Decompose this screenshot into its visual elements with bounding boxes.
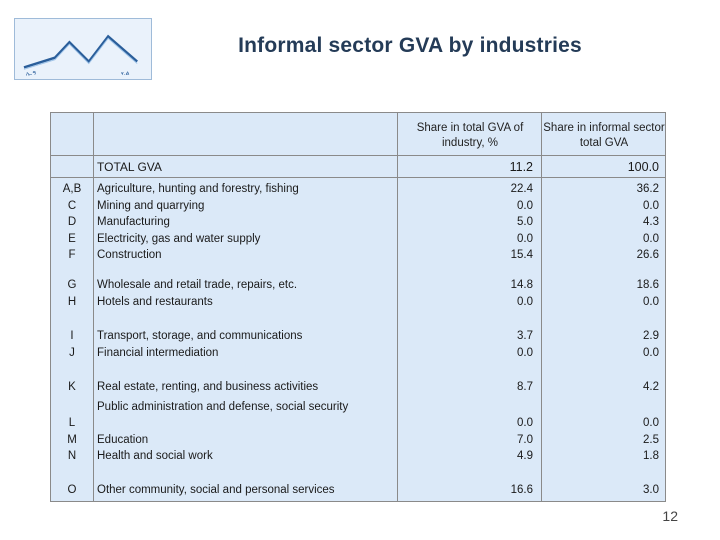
- header-share-industry: Share in total GVA of industry, %: [416, 122, 524, 149]
- industry-code: H: [67, 295, 77, 308]
- share-informal-value: 2.5: [643, 433, 659, 446]
- share-industry-value: 0.0: [517, 232, 533, 245]
- share-industry-value: 0.0: [517, 295, 533, 308]
- column-divider: [541, 113, 542, 501]
- industry-code: F: [68, 249, 76, 261]
- logo-left-text: ኢ.ዓ: [26, 71, 37, 77]
- share-industry-value: 7.0: [517, 433, 533, 446]
- share-informal-value: 4.3: [643, 216, 659, 228]
- industry-code: M: [67, 433, 77, 446]
- industry-label: Construction: [97, 249, 162, 261]
- industry-code: L: [68, 417, 76, 429]
- industry-label: Electricity, gas and water supply: [97, 232, 261, 245]
- share-informal-value: 3.0: [643, 484, 659, 496]
- industry-code: E: [68, 232, 76, 245]
- share-industry-value: 4.9: [517, 450, 533, 462]
- industry-code: J: [69, 346, 75, 359]
- logo-graphic: ኢ.ዓ ና.ል: [23, 34, 138, 77]
- industry-code: K: [68, 381, 76, 393]
- share-informal-value: 2.9: [643, 330, 659, 342]
- total-share-informal: 100.0: [627, 160, 659, 174]
- share-informal-value: 0.0: [643, 346, 659, 359]
- share-informal-value: 4.2: [643, 381, 659, 393]
- industry-code: D: [67, 216, 77, 228]
- share-informal-value: 0.0: [643, 417, 659, 429]
- share-informal-value: 0.0: [643, 199, 659, 212]
- industry-code: I: [70, 330, 74, 342]
- share-informal-value: 1.8: [643, 450, 659, 462]
- share-informal-value: 18.6: [636, 279, 659, 291]
- share-industry-value: 0.0: [517, 199, 533, 212]
- industry-label: Hotels and restaurants: [97, 295, 213, 308]
- industry-label: Agriculture, hunting and forestry, fishi…: [97, 183, 299, 195]
- share-industry-value: 16.6: [510, 484, 533, 496]
- share-informal-value: 26.6: [636, 249, 659, 261]
- total-label: TOTAL GVA: [97, 160, 162, 174]
- industry-label: Financial intermediation: [97, 346, 219, 359]
- logo: ኢ.ዓ ና.ል: [14, 18, 152, 80]
- industry-code: G: [67, 279, 77, 291]
- logo-right-text: ና.ል: [121, 71, 130, 77]
- industry-label: Real estate, renting, and business activ…: [97, 381, 319, 393]
- industry-label: Other community, social and personal ser…: [97, 484, 335, 496]
- industry-label: Wholesale and retail trade, repairs, etc…: [97, 279, 298, 291]
- share-industry-value: 3.7: [517, 330, 533, 342]
- industry-code: N: [67, 450, 77, 462]
- total-share-industry: 11.2: [509, 160, 533, 174]
- share-industry-value: 22.4: [510, 183, 533, 195]
- share-industry-value: 8.7: [517, 381, 533, 393]
- industry-label: Manufacturing: [97, 216, 170, 228]
- industry-code: O: [67, 484, 77, 496]
- gva-table: Share in total GVA of industry, % Share …: [50, 112, 666, 502]
- share-industry-value: 0.0: [517, 417, 533, 429]
- industry-label: Public administration and defense, socia…: [97, 401, 349, 413]
- share-industry-value: 0.0: [517, 346, 533, 359]
- column-divider: [93, 113, 94, 501]
- industry-code: C: [67, 199, 77, 212]
- share-industry-value: 14.8: [510, 279, 533, 291]
- share-informal-value: 0.0: [643, 232, 659, 245]
- industry-code: A,B: [62, 183, 82, 195]
- share-industry-value: 15.4: [510, 249, 533, 261]
- page-number: 12: [662, 508, 678, 524]
- industry-label: Education: [97, 433, 149, 446]
- total-divider: [51, 177, 665, 178]
- industry-label: Health and social work: [97, 450, 213, 462]
- share-informal-value: 36.2: [636, 183, 659, 195]
- header-share-informal: Share in informal sector total GVA: [543, 122, 665, 149]
- column-divider: [397, 113, 398, 501]
- industry-label: Mining and quarrying: [97, 199, 205, 212]
- header-divider: [51, 155, 665, 156]
- industry-label: Transport, storage, and communications: [97, 330, 303, 342]
- share-industry-value: 5.0: [517, 216, 533, 228]
- share-informal-value: 0.0: [643, 295, 659, 308]
- page-title: Informal sector GVA by industries: [238, 34, 582, 57]
